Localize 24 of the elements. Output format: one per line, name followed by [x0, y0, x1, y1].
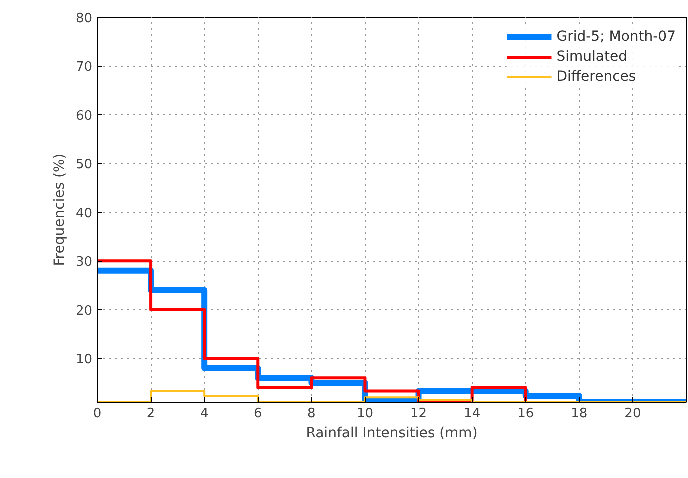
x-tick-label: 10: [356, 406, 374, 422]
y-tick-label: 30: [76, 255, 93, 270]
legend-label: Grid-5; Month-07: [556, 29, 676, 45]
x-tick-label: 14: [464, 406, 481, 422]
y-tick-label: 10: [76, 352, 93, 368]
y-tick-label: 80: [76, 12, 93, 26]
y-tick-label: 70: [76, 60, 93, 76]
x-tick-label: 4: [200, 406, 209, 422]
x-tick-label: 8: [308, 406, 316, 422]
x-tick-label: 18: [571, 406, 588, 422]
x-tick-label: 0: [93, 406, 102, 422]
y-tick-label: 50: [76, 158, 93, 173]
y-axis-title: Frequencies (%): [52, 154, 68, 266]
y-tick-label: 40: [76, 206, 93, 222]
legend-label: Differences: [556, 69, 636, 85]
legend-label: Simulated: [556, 49, 628, 65]
y-tick-label: 60: [76, 108, 93, 124]
x-tick-label: 20: [624, 406, 642, 422]
x-tick-label: 2: [146, 406, 156, 422]
x-tick-label: 6: [254, 406, 262, 422]
y-tick-label: 20: [76, 304, 93, 319]
x-tick-label: 16: [518, 406, 534, 422]
x-tick-label: 12: [410, 406, 428, 422]
x-axis-title: Rainfall Intensities (mm): [306, 426, 478, 442]
